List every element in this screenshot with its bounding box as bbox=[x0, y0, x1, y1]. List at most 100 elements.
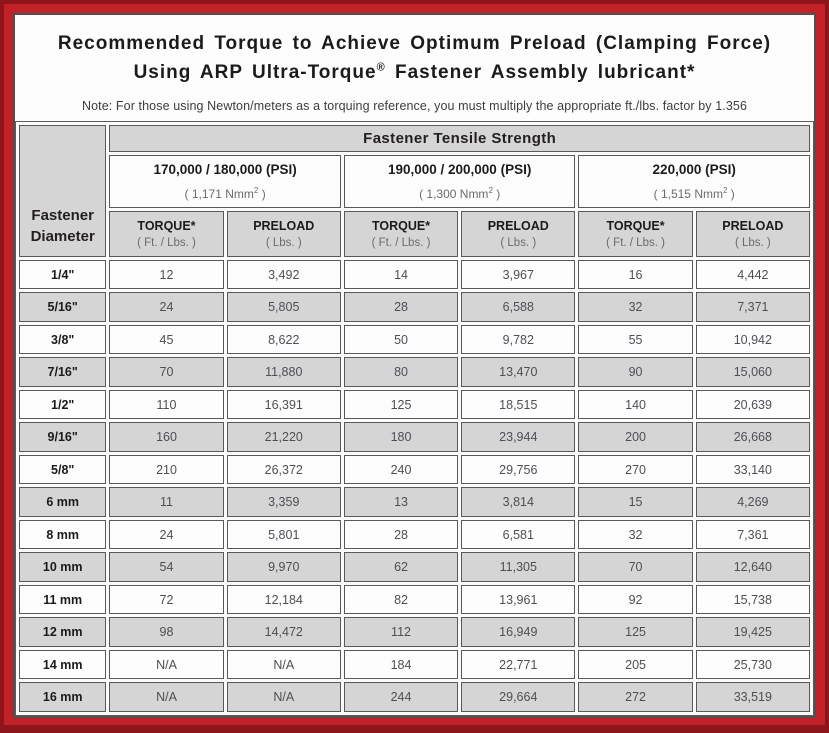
preload-cell: 26,668 bbox=[695, 422, 810, 452]
torque-cell: 13 bbox=[343, 487, 459, 517]
table-row: 12 mm 98 14,472 112 16,949 125 19,425 bbox=[19, 617, 810, 647]
torque-cell: 11 bbox=[109, 487, 224, 517]
torque-cell: 205 bbox=[578, 649, 693, 680]
nmm-label: ( 1,171 Nmm2 ) bbox=[184, 185, 266, 201]
note-text: Note: For those using Newton/meters as a… bbox=[81, 98, 747, 113]
preload-cell: 29,664 bbox=[461, 682, 576, 712]
torque-cell: 140 bbox=[578, 389, 693, 420]
table-row: 1/2" 110 16,391 125 18,515 140 20,639 bbox=[19, 389, 810, 420]
preload-cell: 14,472 bbox=[226, 617, 341, 647]
preload-cell: 15,738 bbox=[695, 584, 810, 615]
nmm-label: ( 1,515 Nmm2 ) bbox=[653, 185, 735, 201]
registered-trademark-symbol: ® bbox=[376, 62, 386, 75]
preload-cell: 9,782 bbox=[461, 324, 576, 355]
psi-header-220: 220,000 (PSI) ( 1,515 Nmm2 ) bbox=[578, 154, 810, 208]
table-wrapper: Fastener Diameter Fastener Tensile Streng… bbox=[15, 113, 814, 716]
preload-cell: 26,372 bbox=[226, 454, 341, 485]
preload-cell: 21,220 bbox=[226, 422, 341, 452]
torque-cell: 32 bbox=[578, 292, 693, 322]
preload-cell: N/A bbox=[226, 682, 341, 712]
diameter-cell: 7/16" bbox=[19, 357, 107, 387]
preload-cell: 25,730 bbox=[695, 649, 810, 680]
preload-cell: 16,949 bbox=[461, 617, 576, 647]
torque-cell: 210 bbox=[109, 454, 224, 485]
preload-cell: 8,622 bbox=[226, 324, 341, 355]
table-row: 9/16" 160 21,220 180 23,944 200 26,668 bbox=[19, 422, 810, 452]
table-row: 1/4" 12 3,492 14 3,967 16 4,442 bbox=[19, 259, 810, 290]
preload-cell: 10,942 bbox=[695, 324, 810, 355]
preload-cell: 23,944 bbox=[461, 422, 576, 452]
torque-cell: 28 bbox=[343, 292, 459, 322]
torque-cell: 16 bbox=[578, 259, 693, 290]
preload-cell: 18,515 bbox=[461, 389, 576, 420]
torque-cell: 240 bbox=[343, 454, 459, 485]
torque-cell: 125 bbox=[578, 617, 693, 647]
torque-cell: 72 bbox=[109, 584, 224, 615]
table-row: 8 mm 24 5,801 28 6,581 32 7,361 bbox=[19, 519, 810, 550]
table-row: 16 mm N/A N/A 244 29,664 272 33,519 bbox=[19, 682, 810, 712]
preload-cell: 9,970 bbox=[226, 552, 341, 582]
preload-cell: 7,361 bbox=[695, 519, 810, 550]
group-header-row: Fastener Diameter Fastener Tensile Streng… bbox=[19, 124, 810, 257]
preload-cell: N/A bbox=[226, 649, 341, 680]
diameter-cell: 12 mm bbox=[19, 617, 107, 647]
preload-cell: 22,771 bbox=[461, 649, 576, 680]
tensile-strength-header: Fastener Tensile Strength bbox=[109, 124, 810, 152]
psi-label: 170,000 / 180,000 (PSI) bbox=[153, 161, 297, 177]
column-header-row: TORQUE* ( Ft. / Lbs. ) PRELOAD ( Lbs. ) … bbox=[19, 210, 810, 257]
diameter-cell: 6 mm bbox=[19, 487, 107, 517]
preload-cell: 29,756 bbox=[461, 454, 576, 485]
torque-cell: 82 bbox=[343, 584, 459, 615]
table-row: 7/16" 70 11,880 80 13,470 90 15,060 bbox=[19, 357, 810, 387]
table-row: 5/16" 24 5,805 28 6,588 32 7,371 bbox=[19, 292, 810, 322]
diameter-cell: 8 mm bbox=[19, 519, 107, 550]
torque-cell: 70 bbox=[578, 552, 693, 582]
torque-cell: 54 bbox=[109, 552, 224, 582]
torque-cell: N/A bbox=[109, 649, 224, 680]
preload-cell: 4,269 bbox=[695, 487, 810, 517]
torque-cell: 12 bbox=[109, 259, 224, 290]
preload-cell: 3,967 bbox=[461, 259, 576, 290]
torque-cell: 98 bbox=[109, 617, 224, 647]
torque-cell: 24 bbox=[109, 519, 224, 550]
preload-cell: 7,371 bbox=[695, 292, 810, 322]
torque-cell: 90 bbox=[578, 357, 693, 387]
preload-cell: 13,961 bbox=[461, 584, 576, 615]
diameter-cell: 1/2" bbox=[19, 389, 107, 420]
fastener-diameter-line2: Diameter bbox=[30, 227, 95, 245]
title-line-2-text: Using ARP Ultra-Torque bbox=[133, 62, 377, 84]
title-line-2-text-end: Fastener Assembly lubricant* bbox=[385, 62, 696, 84]
table-row: 5/8" 210 26,372 240 29,756 270 33,140 bbox=[19, 454, 810, 485]
preload-cell: 3,492 bbox=[226, 259, 341, 290]
diameter-cell: 16 mm bbox=[19, 682, 107, 712]
preload-cell: 11,880 bbox=[226, 357, 341, 387]
title-block: Recommended Torque to Achieve Optimum Pr… bbox=[15, 15, 814, 113]
torque-column-header: TORQUE* ( Ft. / Lbs. ) bbox=[578, 210, 693, 257]
preload-cell: 13,470 bbox=[461, 357, 576, 387]
fastener-diameter-line1: Fastener bbox=[31, 207, 94, 225]
diameter-cell: 3/8" bbox=[19, 324, 107, 355]
torque-cell: 160 bbox=[109, 422, 224, 452]
preload-column-header: PRELOAD ( Lbs. ) bbox=[461, 210, 576, 257]
torque-cell: 50 bbox=[343, 324, 459, 355]
table-row: 3/8" 45 8,622 50 9,782 55 10,942 bbox=[19, 324, 810, 355]
preload-column-header: PRELOAD ( Lbs. ) bbox=[226, 210, 341, 257]
torque-cell: 32 bbox=[578, 519, 693, 550]
torque-cell: 180 bbox=[343, 422, 459, 452]
torque-cell: 200 bbox=[578, 422, 693, 452]
preload-cell: 12,640 bbox=[695, 552, 810, 582]
preload-cell: 33,519 bbox=[695, 682, 810, 712]
preload-cell: 3,814 bbox=[461, 487, 576, 517]
torque-column-header: TORQUE* ( Ft. / Lbs. ) bbox=[343, 210, 459, 257]
torque-cell: N/A bbox=[109, 682, 224, 712]
page-title-line-2: Using ARP Ultra-Torque® Fastener Assembl… bbox=[15, 58, 814, 87]
preload-column-header: PRELOAD ( Lbs. ) bbox=[695, 210, 810, 257]
preload-cell: 6,581 bbox=[461, 519, 576, 550]
preload-cell: 33,140 bbox=[695, 454, 810, 485]
psi-header-row: 170,000 / 180,000 (PSI) ( 1,171 Nmm2 ) 1… bbox=[19, 154, 810, 208]
diameter-cell: 5/16" bbox=[19, 292, 107, 322]
torque-cell: 70 bbox=[109, 357, 224, 387]
preload-cell: 19,425 bbox=[695, 617, 810, 647]
psi-header-190-200: 190,000 / 200,000 (PSI) ( 1,300 Nmm2 ) bbox=[343, 154, 576, 208]
